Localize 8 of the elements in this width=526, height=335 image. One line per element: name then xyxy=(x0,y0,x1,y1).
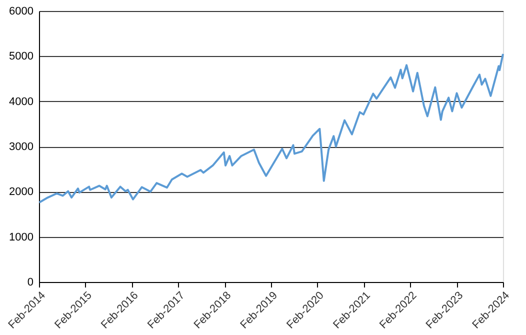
y-tick-label: 4000 xyxy=(9,96,34,108)
y-tick-label: 1000 xyxy=(9,231,34,244)
y-tick-label: 0 xyxy=(27,276,34,288)
y-tick-label: 5000 xyxy=(9,50,34,63)
y-tick-label: 2000 xyxy=(9,186,34,198)
line-series xyxy=(38,52,504,204)
y-tick-label: 3000 xyxy=(9,141,34,153)
y-tick-label: 6000 xyxy=(9,6,34,18)
